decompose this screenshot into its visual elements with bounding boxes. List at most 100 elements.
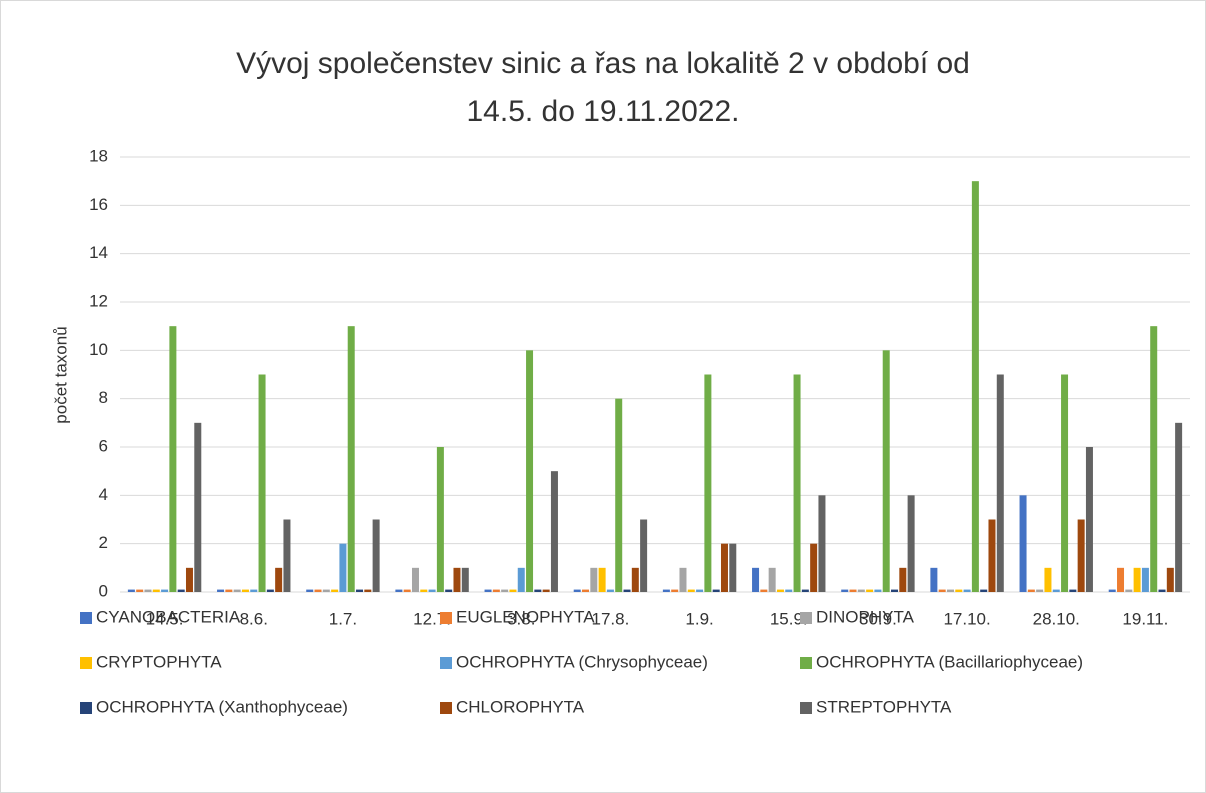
bar — [322, 589, 330, 592]
bar — [194, 422, 202, 592]
bar — [712, 589, 720, 592]
bar — [1117, 567, 1125, 592]
bar — [776, 589, 784, 592]
y-tick-label: 8 — [99, 388, 108, 407]
bar — [526, 350, 534, 592]
bar — [403, 589, 411, 592]
x-tick-label: 1.7. — [329, 609, 357, 628]
legend-swatch — [80, 612, 92, 624]
bar — [1125, 589, 1133, 592]
bar — [810, 543, 818, 592]
bar — [1052, 589, 1060, 592]
bar — [420, 589, 428, 592]
legend-swatch — [440, 702, 452, 714]
bar — [785, 589, 793, 592]
bar — [492, 589, 500, 592]
bar — [1019, 495, 1027, 592]
bar — [517, 567, 525, 592]
bar — [331, 589, 339, 592]
bar — [177, 589, 185, 592]
bar — [233, 589, 241, 592]
bar — [573, 589, 581, 592]
bar — [306, 589, 314, 592]
x-tick-label: 1.9. — [685, 609, 713, 628]
bar — [1085, 447, 1093, 592]
bar — [971, 181, 979, 592]
bar — [161, 589, 169, 592]
bar — [615, 398, 623, 592]
bar — [283, 519, 291, 592]
x-tick-label: 30.9. — [859, 609, 897, 628]
bar — [891, 589, 899, 592]
legend-label: CRYPTOPHYTA — [96, 652, 222, 671]
bar — [395, 589, 403, 592]
bar — [752, 567, 760, 592]
y-axis-label: počet taxonů — [51, 326, 70, 423]
legend-swatch — [80, 657, 92, 669]
bar — [136, 589, 144, 592]
bar — [818, 495, 826, 592]
bar — [1061, 374, 1069, 592]
bar — [1141, 567, 1149, 592]
legend-swatch — [80, 702, 92, 714]
bar — [169, 326, 177, 592]
bar — [938, 589, 946, 592]
bar — [436, 447, 444, 592]
y-tick-label: 16 — [89, 195, 108, 214]
x-tick-label: 8.6. — [240, 609, 268, 628]
bar — [428, 589, 436, 592]
bar — [907, 495, 915, 592]
bar — [793, 374, 801, 592]
x-tick-label: 17.10. — [943, 609, 990, 628]
bar — [679, 567, 687, 592]
bar — [1069, 589, 1077, 592]
bar — [347, 326, 355, 592]
legend-swatch — [800, 657, 812, 669]
bar — [275, 567, 283, 592]
bar — [453, 567, 461, 592]
y-tick-label: 14 — [89, 243, 108, 262]
bar — [356, 589, 364, 592]
bar — [445, 589, 453, 592]
bar — [1158, 589, 1166, 592]
bar — [1044, 567, 1052, 592]
bar — [258, 374, 266, 592]
bar — [1150, 326, 1158, 592]
bar — [963, 589, 971, 592]
bar — [144, 589, 152, 592]
legend-swatch — [440, 612, 452, 624]
bar — [266, 589, 274, 592]
x-tick-label: 17.8. — [592, 609, 630, 628]
bar — [250, 589, 258, 592]
bar — [542, 589, 550, 592]
legend-label: OCHROPHYTA (Xanthophyceae) — [96, 697, 348, 716]
bar — [841, 589, 849, 592]
bar — [411, 567, 419, 592]
legend-label: DINOPHYTA — [816, 607, 915, 626]
bar — [1027, 589, 1035, 592]
bar — [687, 589, 695, 592]
bar — [980, 589, 988, 592]
bar — [874, 589, 882, 592]
y-tick-label: 2 — [99, 533, 108, 552]
bar — [1166, 567, 1174, 592]
bar — [631, 567, 639, 592]
x-tick-label: 3.8. — [507, 609, 535, 628]
bar — [729, 543, 737, 592]
bar — [720, 543, 728, 592]
bar — [899, 567, 907, 592]
bar — [152, 589, 160, 592]
bar — [364, 589, 372, 592]
bar — [1108, 589, 1116, 592]
bar — [1077, 519, 1085, 592]
bar — [696, 589, 704, 592]
bar — [988, 519, 996, 592]
bar — [606, 589, 614, 592]
bar — [550, 471, 558, 592]
bar — [241, 589, 249, 592]
legend-label: STREPTOPHYTA — [816, 697, 952, 716]
y-tick-label: 18 — [89, 146, 108, 165]
x-tick-label: 15.9. — [770, 609, 808, 628]
bar — [866, 589, 874, 592]
